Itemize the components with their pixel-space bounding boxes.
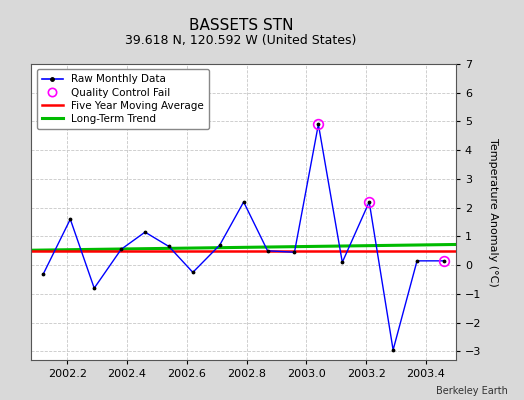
Text: 39.618 N, 120.592 W (United States): 39.618 N, 120.592 W (United States) xyxy=(125,34,357,47)
Text: BASSETS STN: BASSETS STN xyxy=(189,18,293,33)
Text: Berkeley Earth: Berkeley Earth xyxy=(436,386,508,396)
Legend: Raw Monthly Data, Quality Control Fail, Five Year Moving Average, Long-Term Tren: Raw Monthly Data, Quality Control Fail, … xyxy=(37,69,209,129)
Y-axis label: Temperature Anomaly (°C): Temperature Anomaly (°C) xyxy=(488,138,498,286)
